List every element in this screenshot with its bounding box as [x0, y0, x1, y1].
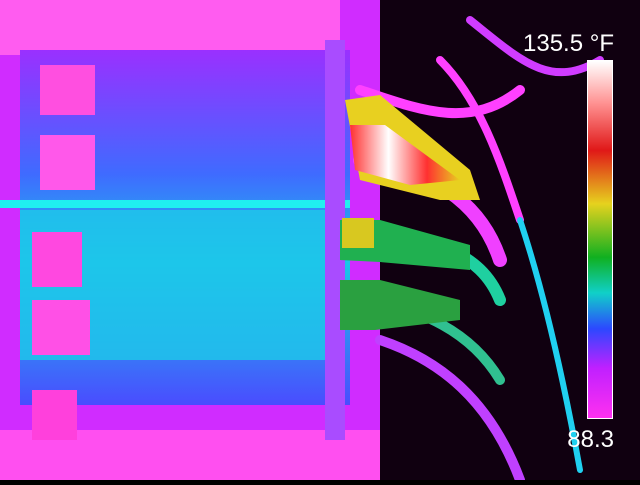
tab-5	[32, 390, 77, 440]
scale-min-label: 88.3	[567, 426, 614, 453]
tab-4	[32, 300, 90, 355]
scale-max-label: 135.5 °F	[523, 30, 614, 57]
panel-mid-seam	[0, 200, 350, 208]
tab-3	[32, 232, 82, 287]
tab-2	[40, 135, 95, 190]
frame-column	[325, 40, 345, 440]
warm-terminal-3	[340, 280, 460, 330]
small-warm	[342, 218, 374, 248]
hot-core	[350, 125, 460, 185]
scale-gradient	[588, 61, 612, 418]
tab-1	[40, 65, 95, 115]
scale-bar	[587, 60, 613, 419]
top-band	[0, 0, 340, 55]
